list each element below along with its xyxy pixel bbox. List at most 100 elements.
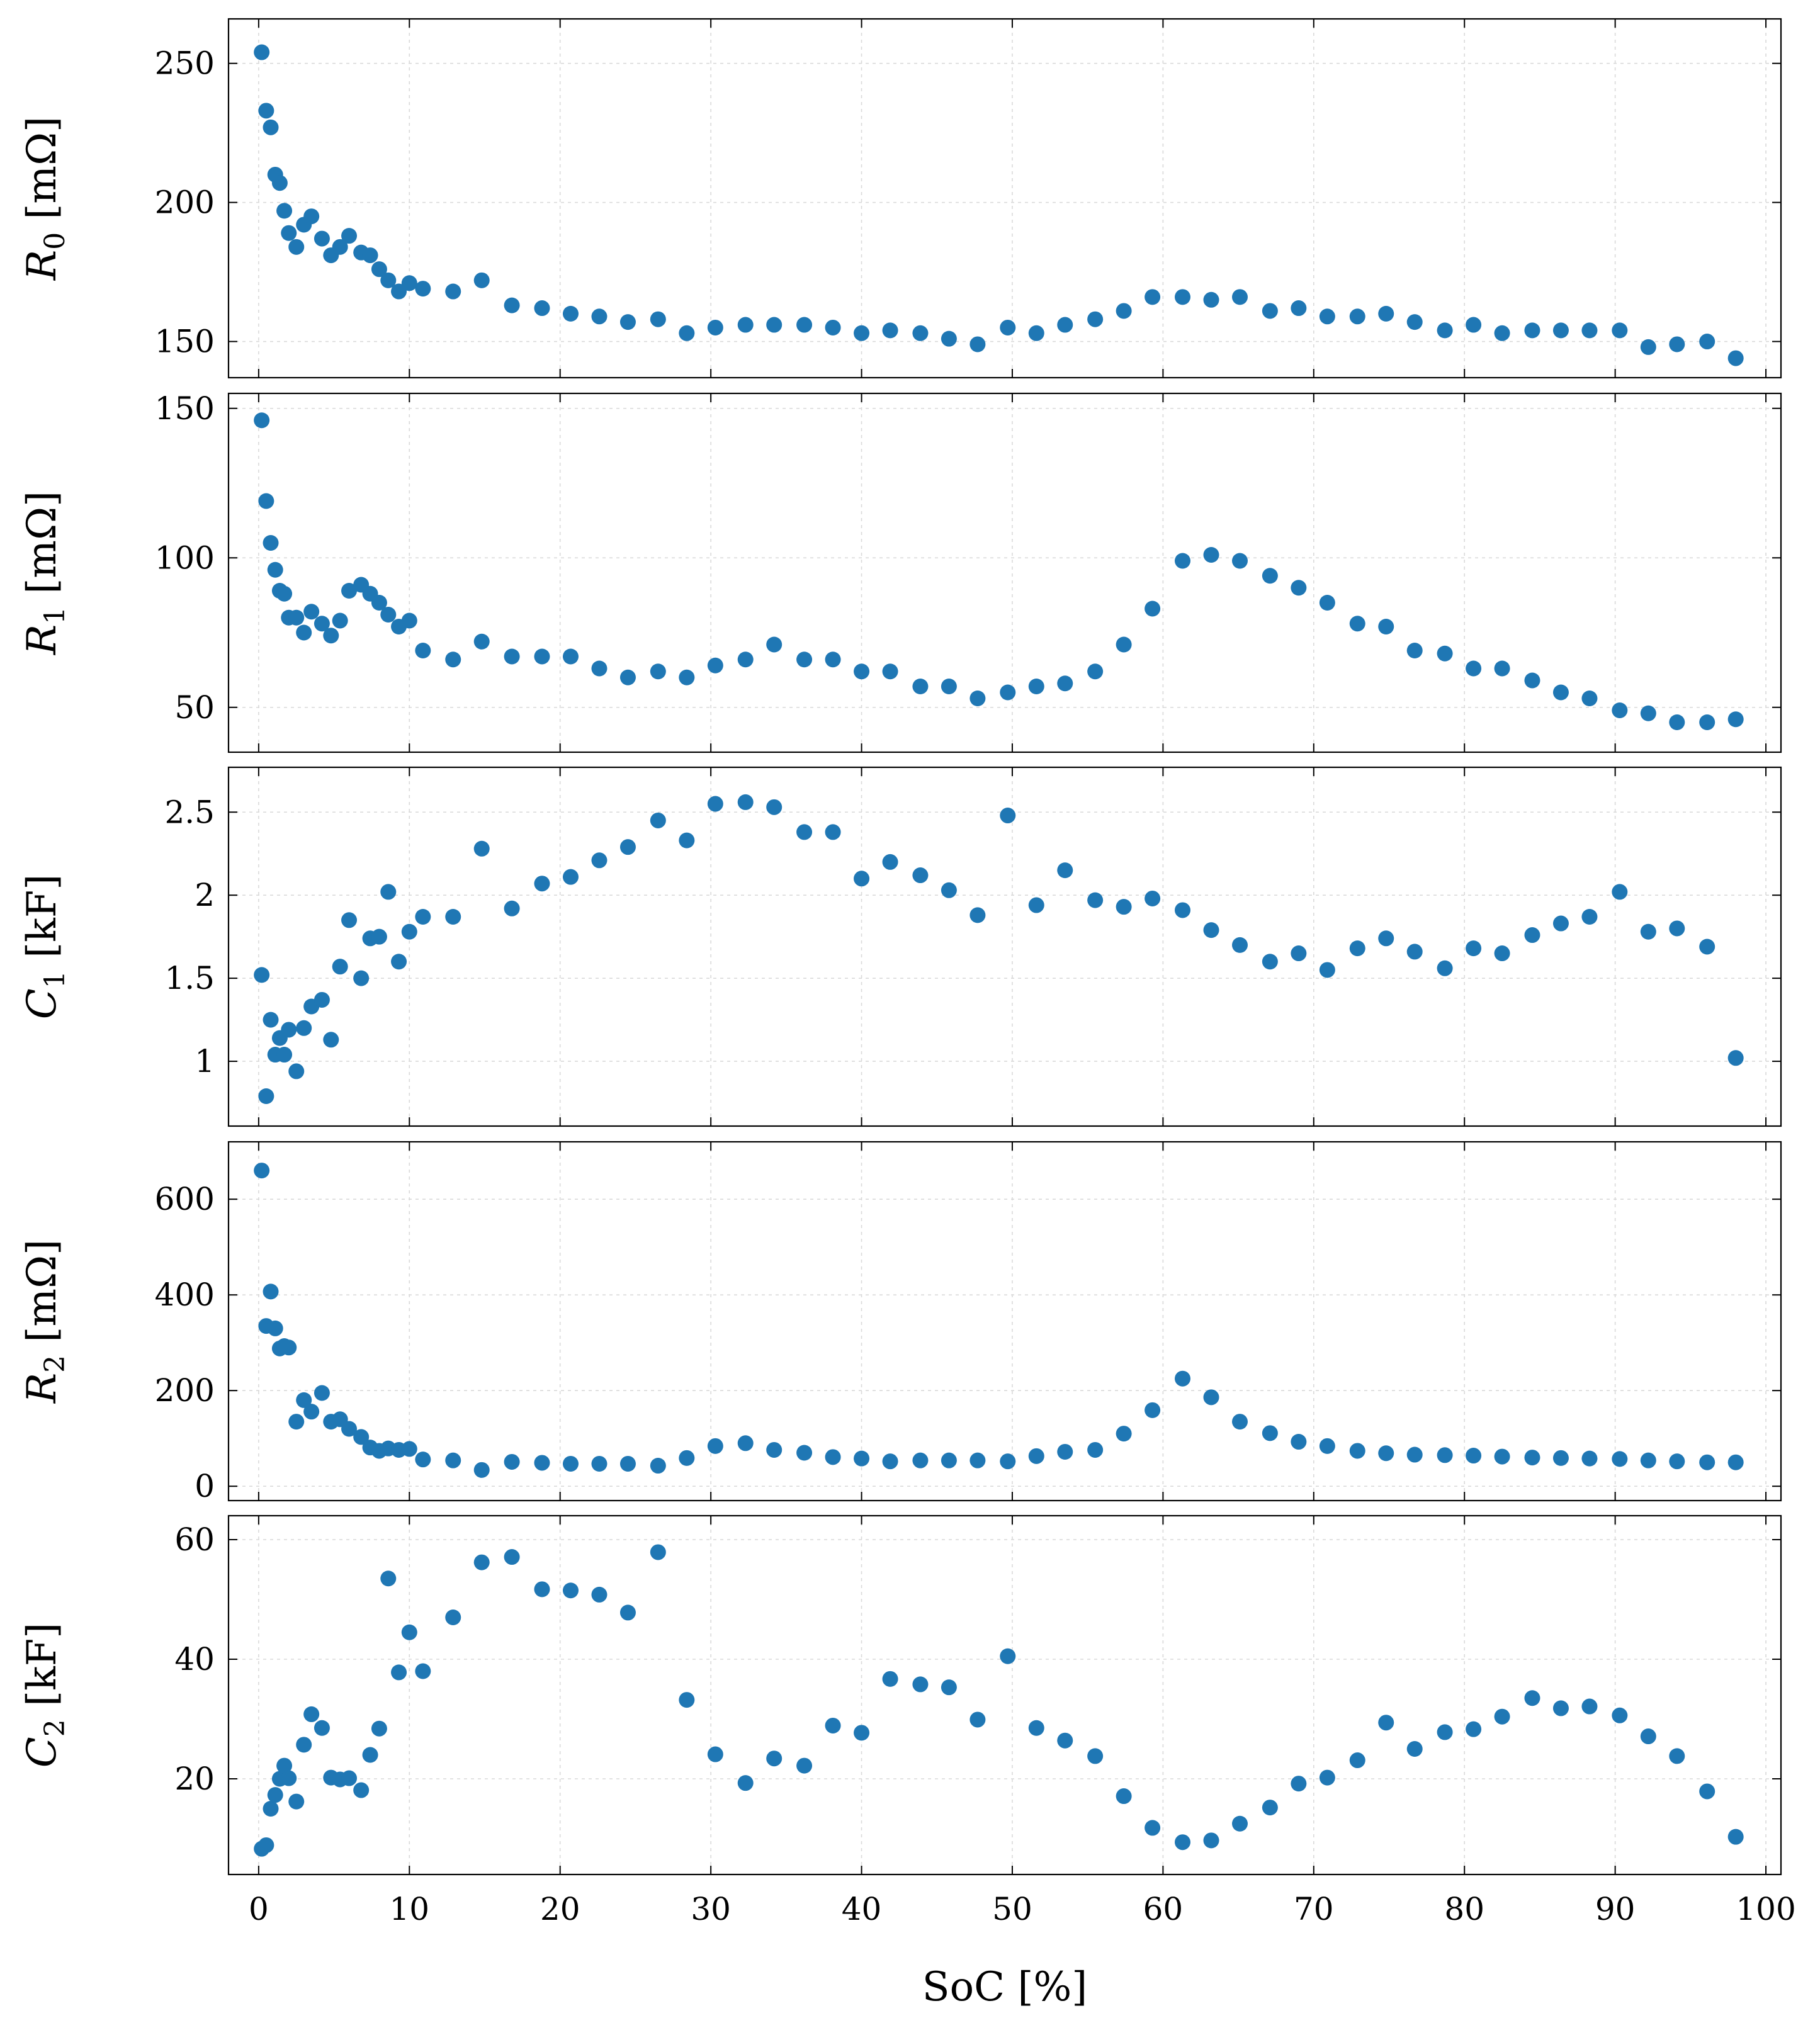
data-point: [534, 1455, 550, 1471]
data-point: [445, 1609, 461, 1625]
y-tick-label: 1: [195, 1043, 215, 1080]
data-point: [737, 1435, 754, 1452]
data-point: [1319, 595, 1335, 611]
data-point: [534, 1581, 550, 1598]
data-point: [1581, 909, 1598, 925]
data-point: [254, 967, 270, 983]
data-point: [1116, 636, 1132, 653]
data-point: [267, 1320, 283, 1336]
data-point: [401, 923, 417, 940]
y-axis-unit: [kF]: [19, 1623, 65, 1719]
data-point: [1291, 300, 1307, 317]
data-point: [707, 796, 723, 812]
y-axis-subscript: 1: [39, 607, 71, 624]
data-point: [1378, 619, 1394, 634]
data-point: [1378, 930, 1394, 947]
data-point: [281, 1022, 297, 1038]
data-point: [1145, 600, 1161, 617]
data-point: [1466, 317, 1482, 333]
data-point: [912, 679, 929, 694]
y-axis-symbol: R: [19, 624, 65, 655]
data-point: [254, 412, 270, 429]
y-tick-label: 20: [174, 1761, 215, 1797]
data-point: [941, 1452, 957, 1468]
data-point: [263, 535, 279, 551]
data-point: [1552, 915, 1569, 932]
data-point: [882, 663, 898, 680]
y-tick-label: 400: [155, 1277, 215, 1313]
data-point: [1524, 927, 1540, 944]
data-point: [1145, 1402, 1161, 1418]
data-point: [1116, 1426, 1132, 1442]
data-point: [882, 1453, 898, 1470]
data-point: [1203, 291, 1219, 308]
x-tick-label: 90: [1595, 1891, 1636, 1927]
data-point: [362, 247, 378, 264]
data-point: [1231, 937, 1248, 953]
data-point: [1699, 714, 1715, 730]
data-point: [737, 1775, 754, 1791]
x-tick-label: 10: [389, 1891, 429, 1927]
data-point: [1466, 940, 1482, 957]
data-point: [562, 305, 579, 322]
data-point: [737, 651, 754, 668]
y-axis-label: R0 [mΩ]: [19, 116, 71, 281]
y-tick-label: 0: [195, 1468, 215, 1504]
data-point: [1612, 702, 1628, 718]
data-point: [303, 208, 320, 225]
data-point: [912, 325, 929, 341]
data-point: [504, 1549, 520, 1565]
data-point: [473, 1554, 490, 1570]
data-point: [1145, 890, 1161, 906]
data-point: [254, 1163, 270, 1179]
data-point: [679, 669, 695, 685]
data-point: [882, 322, 898, 339]
data-point: [1116, 1788, 1132, 1805]
data-point: [415, 643, 431, 658]
data-point: [1669, 920, 1685, 937]
data-point: [1349, 308, 1365, 325]
data-point: [415, 909, 431, 925]
data-point: [825, 1717, 841, 1733]
data-point: [591, 1586, 608, 1603]
data-point: [1406, 314, 1423, 330]
data-point: [1552, 322, 1569, 339]
plot-frame: [227, 1141, 1782, 1502]
y-tick-label: 50: [174, 689, 215, 726]
data-point: [1028, 1720, 1044, 1736]
data-point: [796, 1445, 813, 1461]
data-point: [473, 840, 490, 857]
data-point: [650, 1458, 666, 1474]
y-axis-subscript: 2: [39, 1355, 71, 1373]
data-point: [854, 663, 870, 680]
data-point: [912, 1452, 929, 1468]
data-point: [1291, 1434, 1307, 1450]
data-point: [1262, 303, 1278, 319]
data-point: [504, 297, 520, 313]
data-point: [912, 867, 929, 884]
data-point: [969, 1452, 986, 1468]
data-point: [504, 900, 520, 916]
panel-5: 20 40 60 C2 [kF]: [19, 1514, 1782, 1876]
data-point: [303, 1706, 320, 1722]
data-point: [380, 884, 397, 900]
data-point: [1437, 1724, 1453, 1740]
data-point: [1175, 1370, 1191, 1387]
data-point: [1612, 1451, 1628, 1467]
data-point: [391, 954, 407, 970]
data-point: [619, 1455, 636, 1472]
data-point: [1581, 1450, 1598, 1467]
data-point: [766, 1441, 783, 1458]
data-point: [1057, 1443, 1073, 1460]
data-point: [276, 585, 293, 602]
data-point: [1699, 1783, 1715, 1800]
data-point: [296, 1020, 312, 1036]
data-point: [445, 651, 461, 668]
data-point: [271, 175, 288, 191]
data-point: [882, 1671, 898, 1687]
data-point: [341, 912, 358, 928]
data-point: [1203, 922, 1219, 939]
data-point: [1262, 1425, 1278, 1441]
data-point: [391, 283, 407, 300]
data-point: [258, 1088, 274, 1104]
